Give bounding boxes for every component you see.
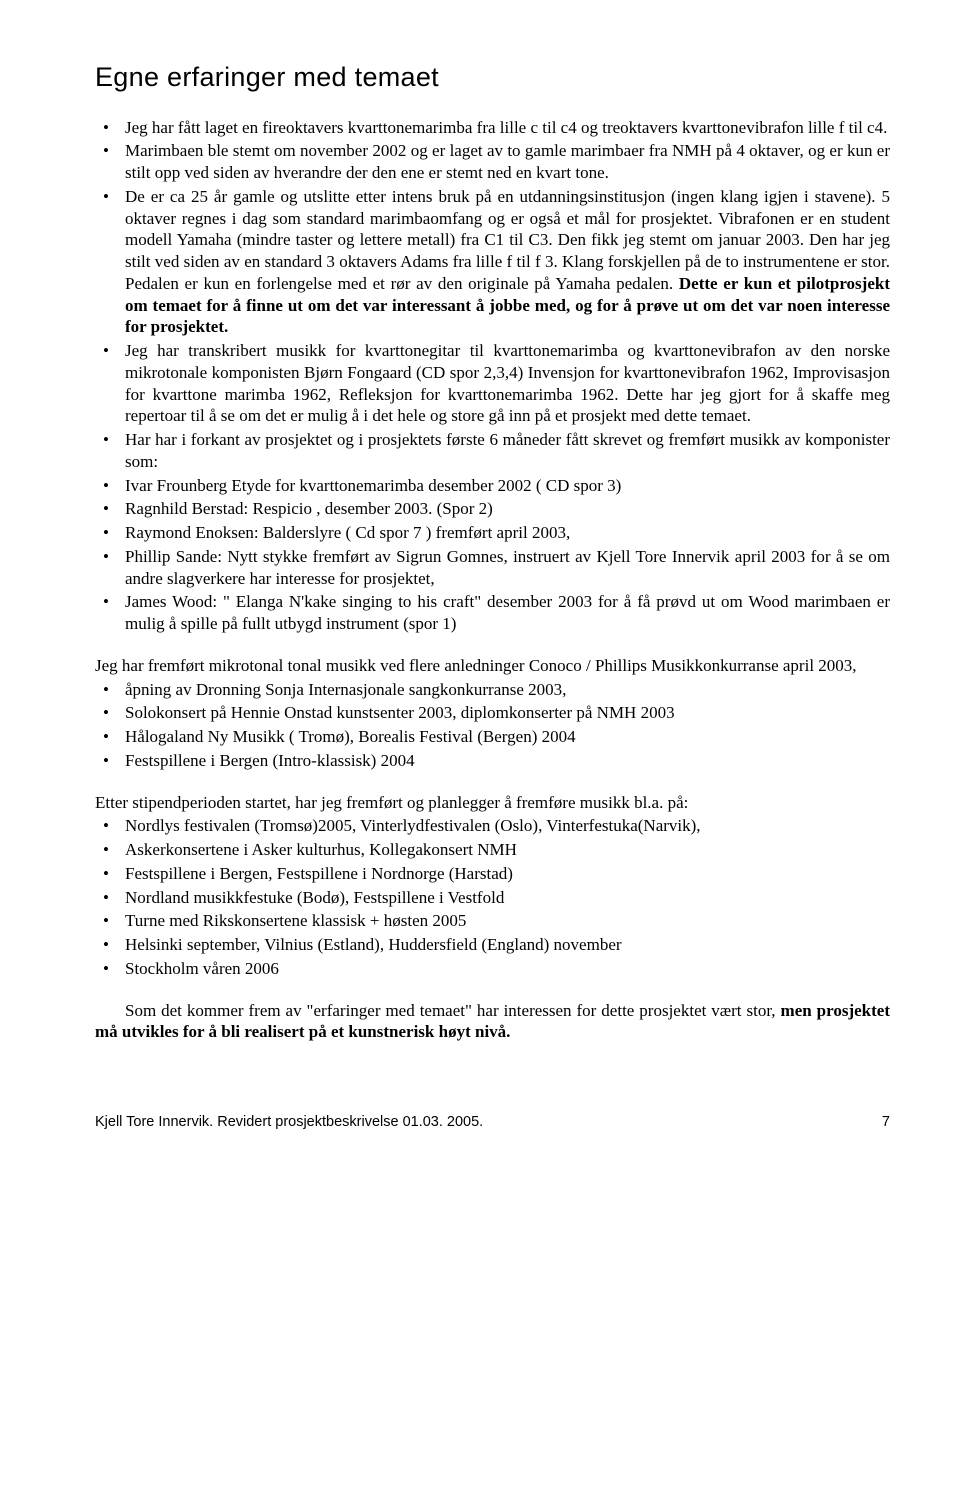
list-item: Ivar Frounberg Etyde for kvarttonemarimb… (95, 475, 890, 497)
bullet-list-2: åpning av Dronning Sonja Internasjonale … (95, 679, 890, 772)
footer-left: Kjell Tore Innervik. Revidert prosjektbe… (95, 1113, 483, 1132)
footer: Kjell Tore Innervik. Revidert prosjektbe… (95, 1113, 890, 1132)
list-item: Festspillene i Bergen, Festspillene i No… (95, 863, 890, 885)
list-item: James Wood: " Elanga N'kake singing to h… (95, 591, 890, 635)
list-item: Helsinki september, Vilnius (Estland), H… (95, 934, 890, 956)
list-item: Jeg har fått laget en fireoktavers kvart… (95, 117, 890, 139)
paragraph-mid-1: Jeg har fremført mikrotonal tonal musikk… (95, 655, 890, 677)
list-item: Turne med Rikskonsertene klassisk + høst… (95, 910, 890, 932)
list-item: Marimbaen ble stemt om november 2002 og … (95, 140, 890, 184)
closing-paragraph: Som det kommer frem av "erfaringer med t… (95, 1000, 890, 1044)
list-item: Hålogaland Ny Musikk ( Tromø), Borealis … (95, 726, 890, 748)
list-item: Nordlys festivalen (Tromsø)2005, Vinterl… (95, 815, 890, 837)
page-title: Egne erfaringer med temaet (95, 60, 890, 95)
list-item: Ragnhild Berstad: Respicio , desember 20… (95, 498, 890, 520)
list-item: Raymond Enoksen: Balderslyre ( Cd spor 7… (95, 522, 890, 544)
list-item: Stockholm våren 2006 (95, 958, 890, 980)
list-item: åpning av Dronning Sonja Internasjonale … (95, 679, 890, 701)
paragraph-mid-2: Etter stipendperioden startet, har jeg f… (95, 792, 890, 814)
list-item: Solokonsert på Hennie Onstad kunstsenter… (95, 702, 890, 724)
list-item: De er ca 25 år gamle og utslitte etter i… (95, 186, 890, 338)
footer-page-number: 7 (882, 1113, 890, 1132)
list-item: Phillip Sande: Nytt stykke fremført av S… (95, 546, 890, 590)
list-item: Har har i forkant av prosjektet og i pro… (95, 429, 890, 473)
list-item: Askerkonsertene i Asker kulturhus, Kolle… (95, 839, 890, 861)
list-item: Jeg har transkribert musikk for kvartton… (95, 340, 890, 427)
list-item: Festspillene i Bergen (Intro-klassisk) 2… (95, 750, 890, 772)
bullet-list-1: Jeg har fått laget en fireoktavers kvart… (95, 117, 890, 635)
list-item: Nordland musikkfestuke (Bodø), Festspill… (95, 887, 890, 909)
closing-text: Som det kommer frem av "erfaringer med t… (125, 1001, 781, 1020)
bullet-list-3: Nordlys festivalen (Tromsø)2005, Vinterl… (95, 815, 890, 979)
